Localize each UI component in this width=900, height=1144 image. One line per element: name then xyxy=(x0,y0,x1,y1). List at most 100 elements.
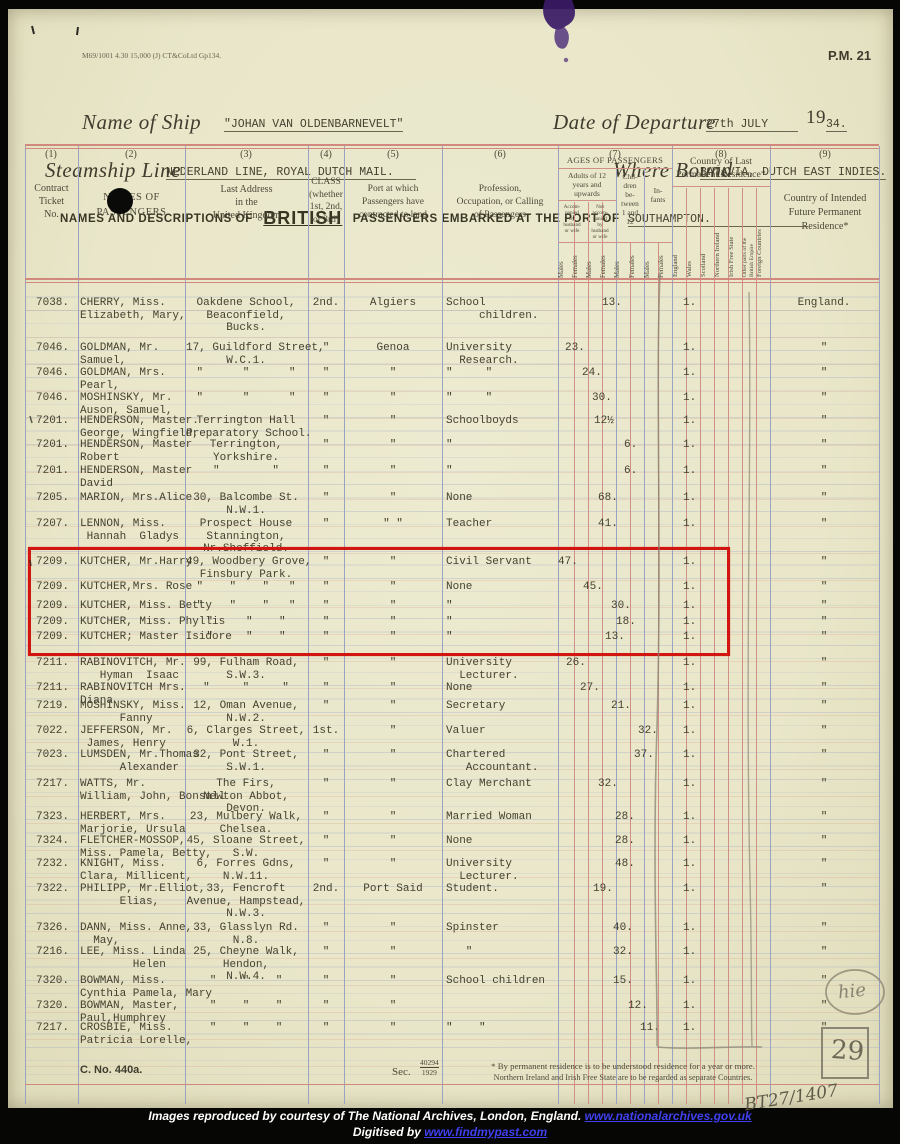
cell-age: 21. xyxy=(611,700,631,712)
cell-residence-england-tally: 1. xyxy=(683,1022,697,1034)
cell-passenger-name: HERBERT, Mrs. Marjorie, Ursula xyxy=(80,811,186,836)
cell-age: 40. xyxy=(613,922,633,934)
cell-age: 12. xyxy=(628,1000,648,1012)
cell-residence-england-tally: 1. xyxy=(683,556,697,568)
cell-future-residence: " xyxy=(820,1000,828,1012)
cell-port: " xyxy=(389,439,397,451)
cell-profession: Chartered Accountant. xyxy=(446,749,539,774)
grid-vline xyxy=(770,146,771,1104)
cell-passenger-name: CHERRY, Miss. Elizabeth, Mary, xyxy=(80,297,186,322)
cell-residence-england-tally: 1. xyxy=(683,835,697,847)
cell-residence-england-tally: 1. xyxy=(683,883,697,895)
cell-residence-england-tally: 1. xyxy=(683,922,697,934)
cell-ticket-no: 7046. xyxy=(36,367,70,379)
cell-residence-england-tally: 1. xyxy=(683,682,697,694)
form-catalogue-number: C. No. 440a. xyxy=(80,1064,143,1076)
cell-profession: " " xyxy=(446,1022,486,1034)
cell-port: " xyxy=(389,946,397,958)
cell-last-address: 33, Fencroft Avenue, Hampstead, N.W.3. xyxy=(186,883,306,921)
cell-ticket-no: 7038. xyxy=(36,297,70,309)
cell-future-residence: " xyxy=(820,518,828,530)
cell-port: " xyxy=(389,682,397,694)
cell-passenger-name: GOLDMAN, Mr. Samuel, xyxy=(80,342,160,367)
cell-ticket-no: 7201. xyxy=(36,465,70,477)
column-number: (5) xyxy=(387,149,399,160)
cell-residence-england-tally: 1. xyxy=(683,297,697,309)
ink-blot-drip xyxy=(554,27,569,49)
sec-denominator: 1929 xyxy=(420,1067,439,1077)
grid-vline xyxy=(442,146,443,1104)
cell-residence-england-tally: 1. xyxy=(683,778,697,790)
cell-residence-england-tally: 1. xyxy=(683,581,697,593)
cell-port: " xyxy=(389,1000,397,1012)
cell-ticket-no: 7324. xyxy=(36,835,70,847)
cell-residence-england-tally: 1. xyxy=(683,465,697,477)
pen-ticks xyxy=(31,25,79,36)
cell-class: " xyxy=(322,749,330,761)
cell-class: 2nd. xyxy=(312,297,340,309)
page-title: NAMES AND DESCRIPTIONS OF BRITISH PASSEN… xyxy=(60,208,860,229)
header-port-contracted: Port at which Passengers have contracted… xyxy=(358,184,428,220)
cell-residence-england-tally: 1. xyxy=(683,342,697,354)
grid-vline xyxy=(756,188,757,1104)
grid-hline xyxy=(558,168,672,169)
cell-future-residence: " xyxy=(820,725,828,737)
cell-profession: University Research. xyxy=(446,342,519,367)
cell-age: 13. xyxy=(605,631,625,643)
cell-profession: " xyxy=(446,600,453,612)
cell-passenger-name: MOSHINSKY, Miss. Fanny xyxy=(80,700,186,725)
grid-vline xyxy=(344,146,345,1104)
cell-passenger-name: LEE, Miss. Linda Helen xyxy=(80,946,186,971)
national-archives-link[interactable]: www.nationalarchives.gov.uk xyxy=(584,1109,752,1123)
cell-ticket-no: 7209. xyxy=(36,581,70,593)
cell-port: " xyxy=(389,465,397,477)
header-country-last-residence: Country of Last Permanent Residence* xyxy=(676,156,766,180)
column-number: (8) xyxy=(715,149,727,160)
steamship-line-label: Steamship Line xyxy=(45,158,181,182)
title-nationality: BRITISH xyxy=(263,208,343,228)
cell-port: " xyxy=(389,492,397,504)
grid-vline xyxy=(644,168,645,1104)
cell-class: " xyxy=(322,922,330,934)
cell-class: " xyxy=(322,581,330,593)
cell-future-residence: " xyxy=(820,600,828,612)
cell-age: 13. xyxy=(602,297,622,309)
credit-text-1: Images reproduced by courtesy of The Nat… xyxy=(148,1109,585,1123)
cell-last-address: The Firs, Newton Abbot, Devon. xyxy=(203,778,289,816)
cell-future-residence: England. xyxy=(797,297,851,309)
cell-ticket-no: 7209. xyxy=(36,616,70,628)
cell-future-residence: " xyxy=(820,342,828,354)
cell-class: 1st. xyxy=(312,725,340,737)
cell-port: " xyxy=(389,556,397,568)
cell-profession: " xyxy=(446,439,453,451)
ship-name-label: Name of Ship xyxy=(82,110,202,134)
cell-port: " xyxy=(389,700,397,712)
cell-future-residence: " xyxy=(820,835,828,847)
cell-future-residence: " xyxy=(820,367,828,379)
header-ages-accompanied: Accom- panied by husband or wife xyxy=(563,204,581,234)
cell-ticket-no: 7322. xyxy=(36,883,70,895)
cell-last-address: 25, Cheyne Walk, Hendon, N.W.4. xyxy=(193,946,299,984)
ink-blot xyxy=(543,0,575,30)
cell-class: " xyxy=(322,1022,330,1034)
cell-age: 27. xyxy=(580,682,600,694)
cell-class: " xyxy=(322,465,330,477)
ink-speck xyxy=(563,57,569,63)
grid-vline xyxy=(686,188,687,1104)
cell-passenger-name: GOLDMAN, Mrs. Pearl, xyxy=(80,367,166,392)
cell-last-address: 23, Mulbery Walk, Chelsea. xyxy=(189,811,303,836)
cell-passenger-name: KNIGHT, Miss. Clara, Millicent, xyxy=(80,858,193,883)
column-number: (2) xyxy=(125,149,137,160)
cell-future-residence: " xyxy=(820,682,828,694)
cell-future-residence: " xyxy=(820,975,828,987)
cell-passenger-name: KUTCHER, Mr.Harry xyxy=(80,556,193,568)
grid-vline xyxy=(308,146,309,1104)
cell-ticket-no: 7211. xyxy=(36,657,70,669)
findmypast-link[interactable]: www.findmypast.com xyxy=(424,1125,548,1139)
sec-numerator: 40294 xyxy=(420,1058,439,1067)
grid-vline xyxy=(672,146,673,1104)
cell-class: " xyxy=(322,631,330,643)
cell-age: 11. xyxy=(640,1022,660,1034)
cell-ticket-no: 7201. xyxy=(36,415,70,427)
